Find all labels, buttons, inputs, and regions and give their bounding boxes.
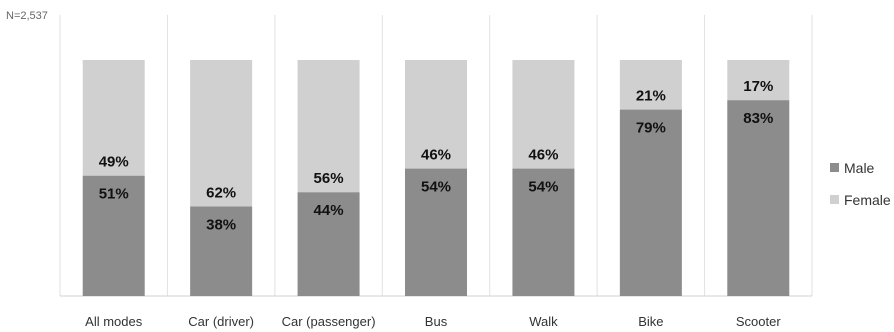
bar-female <box>512 60 575 169</box>
data-label-female: 46% <box>528 147 558 164</box>
bar-female <box>405 60 467 169</box>
data-label-male: 79% <box>636 120 666 137</box>
sample-size-note: N=2,537 <box>6 10 48 22</box>
data-label-male: 83% <box>743 110 773 127</box>
legend: Male Female <box>830 160 891 208</box>
category-label: Walk <box>529 314 558 329</box>
legend-swatch-female <box>830 195 839 204</box>
bar-male <box>619 109 682 296</box>
data-label-male: 54% <box>421 179 451 196</box>
bar-male <box>82 175 145 296</box>
data-label-male: 51% <box>99 186 129 203</box>
category-label: Scooter <box>736 314 781 329</box>
bar-female <box>190 60 253 207</box>
category-label: All modes <box>85 314 143 329</box>
bar-female <box>619 60 682 110</box>
category-label: Car (passenger) <box>282 314 376 329</box>
segment-labels: 49% 51% 62% 38% 56% 44% 46% 54% 46% 54% 21% 79% 17% 8… <box>99 78 774 233</box>
category-label: Bus <box>425 314 448 329</box>
bar-female <box>82 60 145 176</box>
bar-male <box>405 168 467 296</box>
data-label-male: 38% <box>206 216 236 233</box>
legend-label-female: Female <box>844 192 891 208</box>
category-label: Bike <box>638 314 663 329</box>
legend-label-male: Male <box>844 160 875 176</box>
data-label-female: 21% <box>636 88 666 105</box>
data-label-female: 56% <box>314 170 344 187</box>
data-label-female: 62% <box>206 184 236 201</box>
bar-female <box>727 60 790 101</box>
data-label-female: 46% <box>421 147 451 164</box>
data-label-female: 17% <box>743 78 773 95</box>
data-label-female: 49% <box>99 154 129 171</box>
legend-swatch-male <box>830 163 839 172</box>
bars <box>82 60 790 297</box>
bar-male <box>190 206 253 296</box>
category-label: Car (driver) <box>188 314 254 329</box>
bar-female <box>297 60 360 193</box>
data-label-male: 44% <box>314 202 344 219</box>
category-labels: All modes Car (driver) Car (passenger) Bus W… <box>85 314 781 329</box>
data-label-male: 54% <box>528 179 558 196</box>
bar-male <box>727 100 790 297</box>
bar-male <box>512 168 575 296</box>
bar-male <box>297 192 360 296</box>
